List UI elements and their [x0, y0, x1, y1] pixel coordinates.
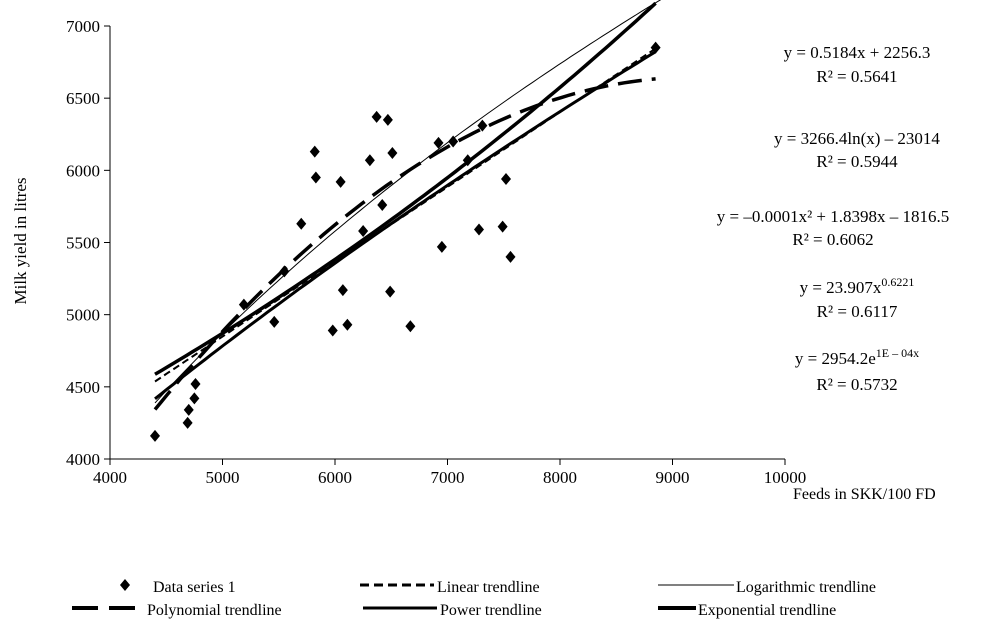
legend-label-logarithmic: Logarithmic trendline	[736, 579, 876, 596]
logarithmic-equation: y = 3266.4ln(x) – 23014	[774, 129, 940, 148]
x-tick-label: 10000	[764, 468, 807, 487]
legend-label-power: Power trendline	[440, 602, 542, 619]
exponential-trendline	[154, 1, 657, 376]
legend-label-data-series: Data series 1	[153, 579, 236, 596]
data-point	[474, 223, 484, 236]
data-point	[296, 217, 307, 230]
y-tick-label: 6500	[66, 89, 100, 108]
logarithmic-r2: R² = 0.5944	[816, 152, 898, 171]
data-point	[183, 403, 194, 416]
data-point	[335, 175, 346, 188]
y-tick-label: 5500	[66, 234, 100, 253]
data-point	[269, 315, 280, 328]
polynomial-equation: y = –0.0001x² + 1.8398x – 1816.5	[717, 207, 950, 226]
linear-r2: R² = 0.5641	[816, 67, 897, 86]
data-point	[497, 220, 508, 233]
y-tick-label: 4500	[66, 378, 100, 397]
data-point	[150, 429, 160, 442]
data-point	[238, 298, 249, 311]
x-axis-label: Feeds in SKK/100 FD	[793, 486, 936, 503]
data-point	[377, 198, 388, 211]
y-tick-label: 7000	[66, 17, 100, 36]
legend-item-linear: Linear trendline	[360, 579, 540, 596]
power-equation: y = 23.907x0.6221	[800, 275, 915, 297]
data-point	[477, 119, 488, 132]
exponential-equation: y = 2954.2e1E – 04x	[795, 346, 919, 368]
x-tick-label: 4000	[93, 468, 127, 487]
y-tick-label: 4000	[66, 450, 100, 469]
trendline-group	[153, 0, 662, 411]
data-point	[327, 324, 338, 337]
power-trendline	[154, 50, 657, 400]
data-point	[433, 136, 444, 149]
polynomial-trendline	[153, 77, 656, 411]
legend-item-data-series: Data series 1	[120, 579, 236, 596]
x-tick-label: 9000	[656, 468, 690, 487]
data-point	[364, 154, 375, 167]
linear-equation: y = 0.5184x + 2256.3	[784, 43, 931, 62]
x-tick-label: 8000	[543, 468, 577, 487]
exponential-r2: R² = 0.5732	[816, 375, 897, 394]
data-point	[309, 145, 320, 158]
x-tick-label: 7000	[431, 468, 465, 487]
legend-label-polynomial: Polynomial trendline	[147, 602, 282, 619]
data-point	[190, 377, 201, 390]
legend-marker-diamond	[120, 579, 130, 591]
y-tick-label: 6000	[66, 161, 100, 180]
data-point	[385, 285, 396, 298]
data-point	[505, 250, 516, 263]
equation-annotations: y = 0.5184x + 2256.3 R² = 0.5641 y = 326…	[717, 43, 950, 394]
data-point	[189, 392, 200, 405]
y-axis-label: Milk yield in litres	[11, 177, 30, 304]
power-r2: R² = 0.6117	[817, 302, 898, 321]
x-tick-label: 6000	[318, 468, 352, 487]
data-point	[182, 416, 193, 429]
data-point	[650, 41, 661, 54]
legend-label-exponential: Exponential trendline	[698, 602, 836, 619]
legend-item-polynomial: Polynomial trendline	[72, 602, 282, 619]
y-tick-label: 5000	[66, 306, 100, 325]
legend-item-exponential: Exponential trendline	[658, 602, 836, 619]
data-point	[501, 172, 511, 185]
polynomial-r2: R² = 0.6062	[792, 230, 873, 249]
data-point	[279, 265, 290, 278]
legend-item-power: Power trendline	[363, 602, 542, 619]
data-point	[358, 224, 369, 237]
legend-label-linear: Linear trendline	[437, 579, 540, 596]
data-point	[387, 147, 398, 160]
data-point	[310, 171, 321, 184]
data-points	[150, 41, 661, 442]
data-point	[342, 318, 353, 331]
data-point	[371, 110, 382, 123]
data-point	[436, 240, 447, 253]
legend: Data series 1 Linear trendline Logarithm…	[72, 579, 876, 619]
data-point	[462, 154, 473, 167]
data-point	[448, 135, 459, 148]
data-point	[337, 284, 348, 297]
legend-item-logarithmic: Logarithmic trendline	[658, 579, 876, 596]
data-point	[405, 320, 416, 333]
data-point	[382, 113, 393, 126]
x-tick-label: 5000	[206, 468, 240, 487]
logarithmic-trendline	[154, 0, 662, 404]
axes: 4000 4500 5000 5500 6000 6500 7000 4000 5000 6000…	[66, 17, 806, 487]
